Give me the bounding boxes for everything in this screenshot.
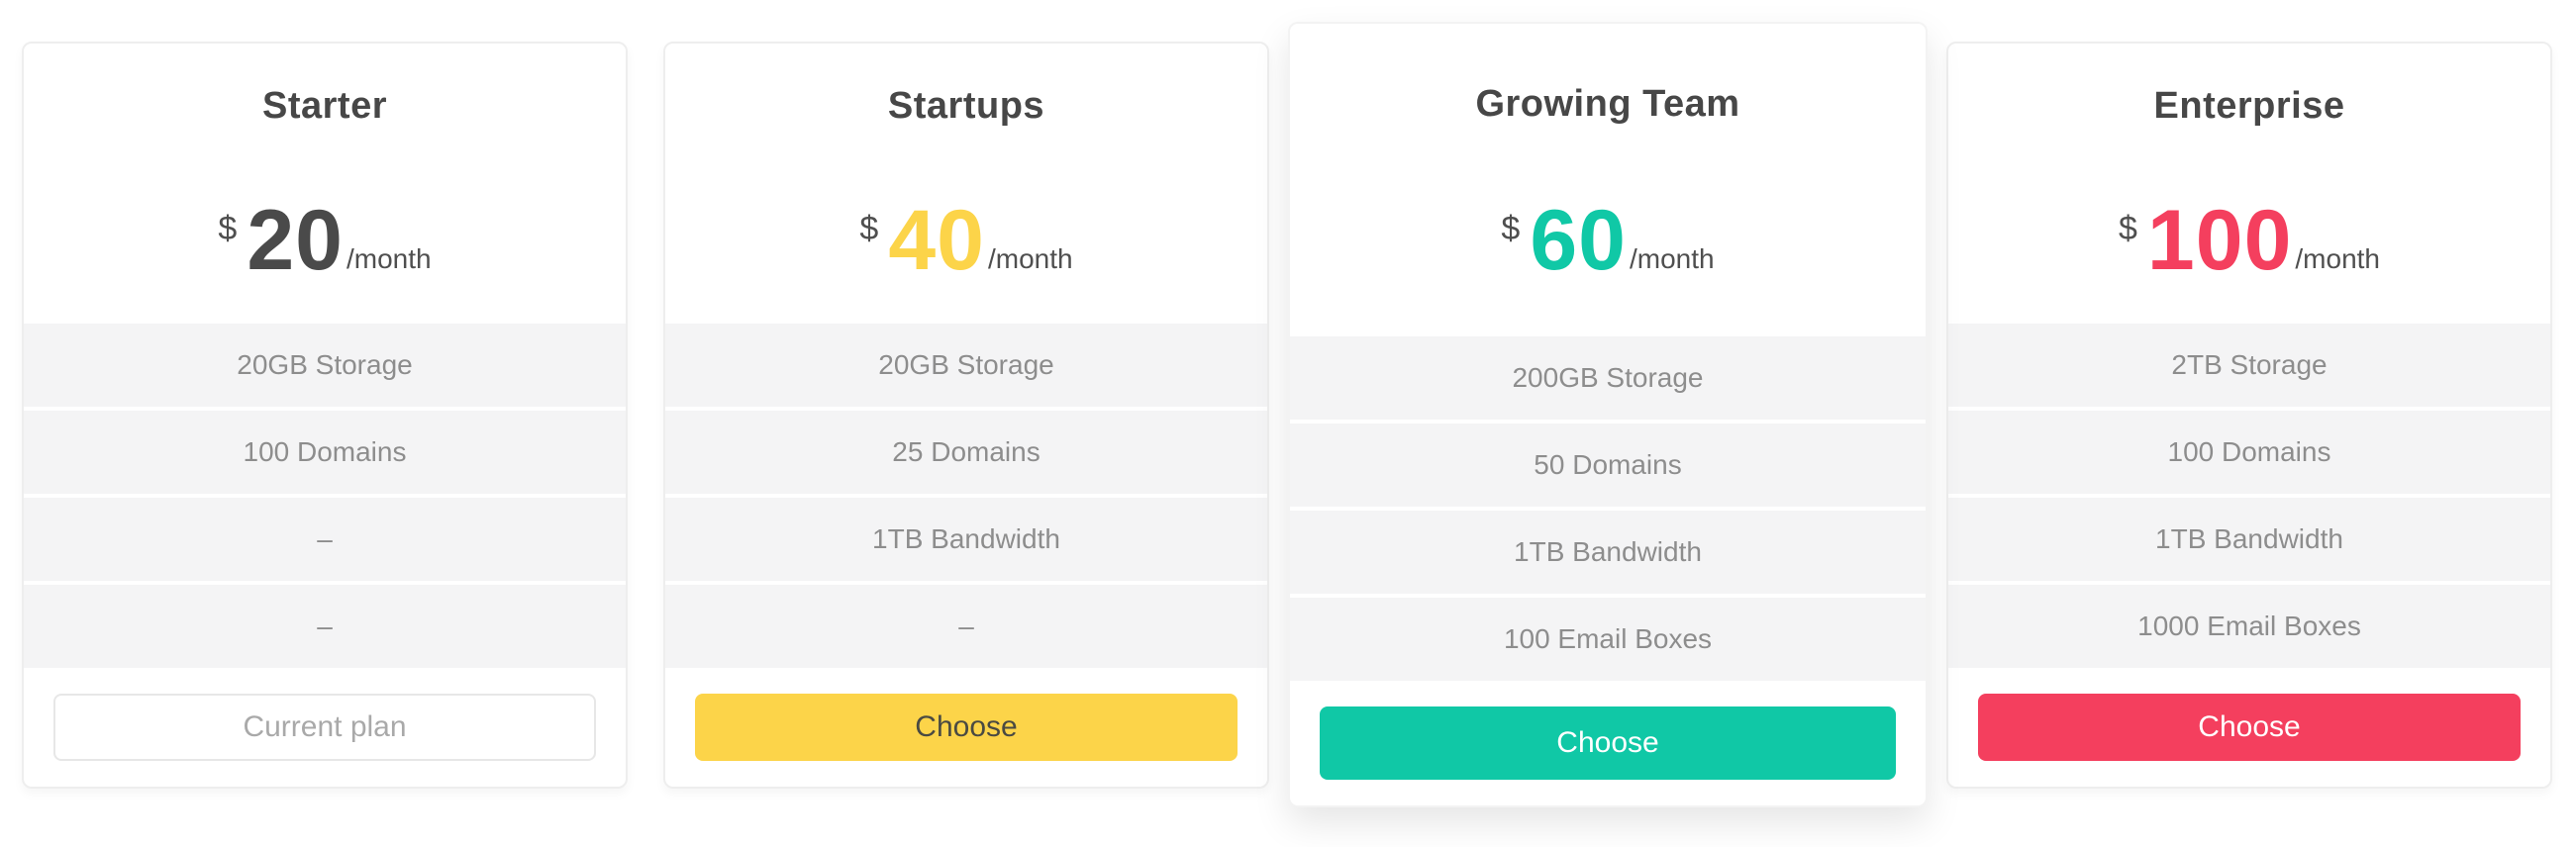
card-header: Starter $ 20 /month	[24, 43, 626, 324]
card-header: Enterprise $ 100 /month	[1948, 43, 2550, 324]
feature-row: –	[24, 497, 626, 581]
price-period: /month	[987, 242, 1073, 274]
feature-list: 20GB Storage 25 Domains 1TB Bandwidth –	[665, 323, 1267, 668]
feature-row: 20GB Storage	[24, 323, 626, 407]
price-amount: 60	[1530, 193, 1627, 288]
feature-row: 100 Email Boxes	[1290, 598, 1926, 681]
price-period: /month	[1629, 243, 1715, 274]
card-footer: Choose	[1948, 668, 2550, 787]
feature-row: 1TB Bandwidth	[665, 497, 1267, 581]
price-period: /month	[2295, 242, 2381, 274]
plan-title: Startups	[887, 84, 1045, 127]
plan-price: $ 40 /month	[859, 198, 1072, 283]
card-header: Startups $ 40 /month	[665, 43, 1267, 324]
price-currency: $	[218, 209, 238, 247]
price-period: /month	[346, 242, 432, 274]
price-amount: 40	[888, 192, 985, 288]
plan-price: $ 20 /month	[218, 198, 431, 283]
feature-list: 200GB Storage 50 Domains 1TB Bandwidth 1…	[1290, 336, 1926, 681]
price-currency: $	[1501, 210, 1521, 247]
card-header: Growing Team $ 60 /month	[1290, 24, 1926, 336]
feature-list: 20GB Storage 100 Domains – –	[24, 323, 626, 668]
feature-row: 50 Domains	[1290, 424, 1926, 507]
price-amount: 100	[2146, 192, 2293, 288]
price-currency: $	[2118, 209, 2137, 247]
feature-row: 2TB Storage	[1948, 323, 2550, 407]
feature-row: 1TB Bandwidth	[1948, 497, 2550, 581]
feature-list: 2TB Storage 100 Domains 1TB Bandwidth 10…	[1948, 323, 2550, 668]
choose-button-enterprise[interactable]: Choose	[1978, 693, 2521, 761]
price-currency: $	[859, 209, 879, 247]
pricing-card-startups: Startups $ 40 /month 20GB Storage 25 Dom…	[663, 41, 1269, 789]
plan-price: $ 100 /month	[2119, 198, 2380, 283]
feature-row: 100 Domains	[1948, 410, 2550, 494]
card-footer: Current plan	[24, 668, 626, 787]
feature-row: 20GB Storage	[665, 323, 1267, 407]
plan-title: Growing Team	[1475, 83, 1740, 125]
feature-row: 200GB Storage	[1290, 336, 1926, 420]
price-amount: 20	[247, 192, 344, 288]
feature-row: 1000 Email Boxes	[1948, 584, 2550, 668]
choose-button-startups[interactable]: Choose	[695, 693, 1238, 761]
plan-title: Enterprise	[2153, 84, 2345, 127]
plan-price: $ 60 /month	[1501, 198, 1714, 283]
feature-row: 25 Domains	[665, 410, 1267, 494]
pricing-card-starter: Starter $ 20 /month 20GB Storage 100 Dom…	[22, 41, 628, 789]
card-footer: Choose	[1290, 681, 1926, 805]
choose-button-growing-team[interactable]: Choose	[1320, 706, 1896, 780]
feature-row: 100 Domains	[24, 410, 626, 494]
plan-title: Starter	[262, 84, 387, 127]
feature-row: –	[24, 584, 626, 668]
pricing-card-growing-team: Growing Team $ 60 /month 200GB Storage 5…	[1288, 22, 1928, 807]
current-plan-button[interactable]: Current plan	[53, 693, 596, 761]
feature-row: 1TB Bandwidth	[1290, 511, 1926, 594]
card-footer: Choose	[665, 668, 1267, 787]
pricing-card-enterprise: Enterprise $ 100 /month 2TB Storage 100 …	[1946, 41, 2552, 789]
feature-row: –	[665, 584, 1267, 668]
